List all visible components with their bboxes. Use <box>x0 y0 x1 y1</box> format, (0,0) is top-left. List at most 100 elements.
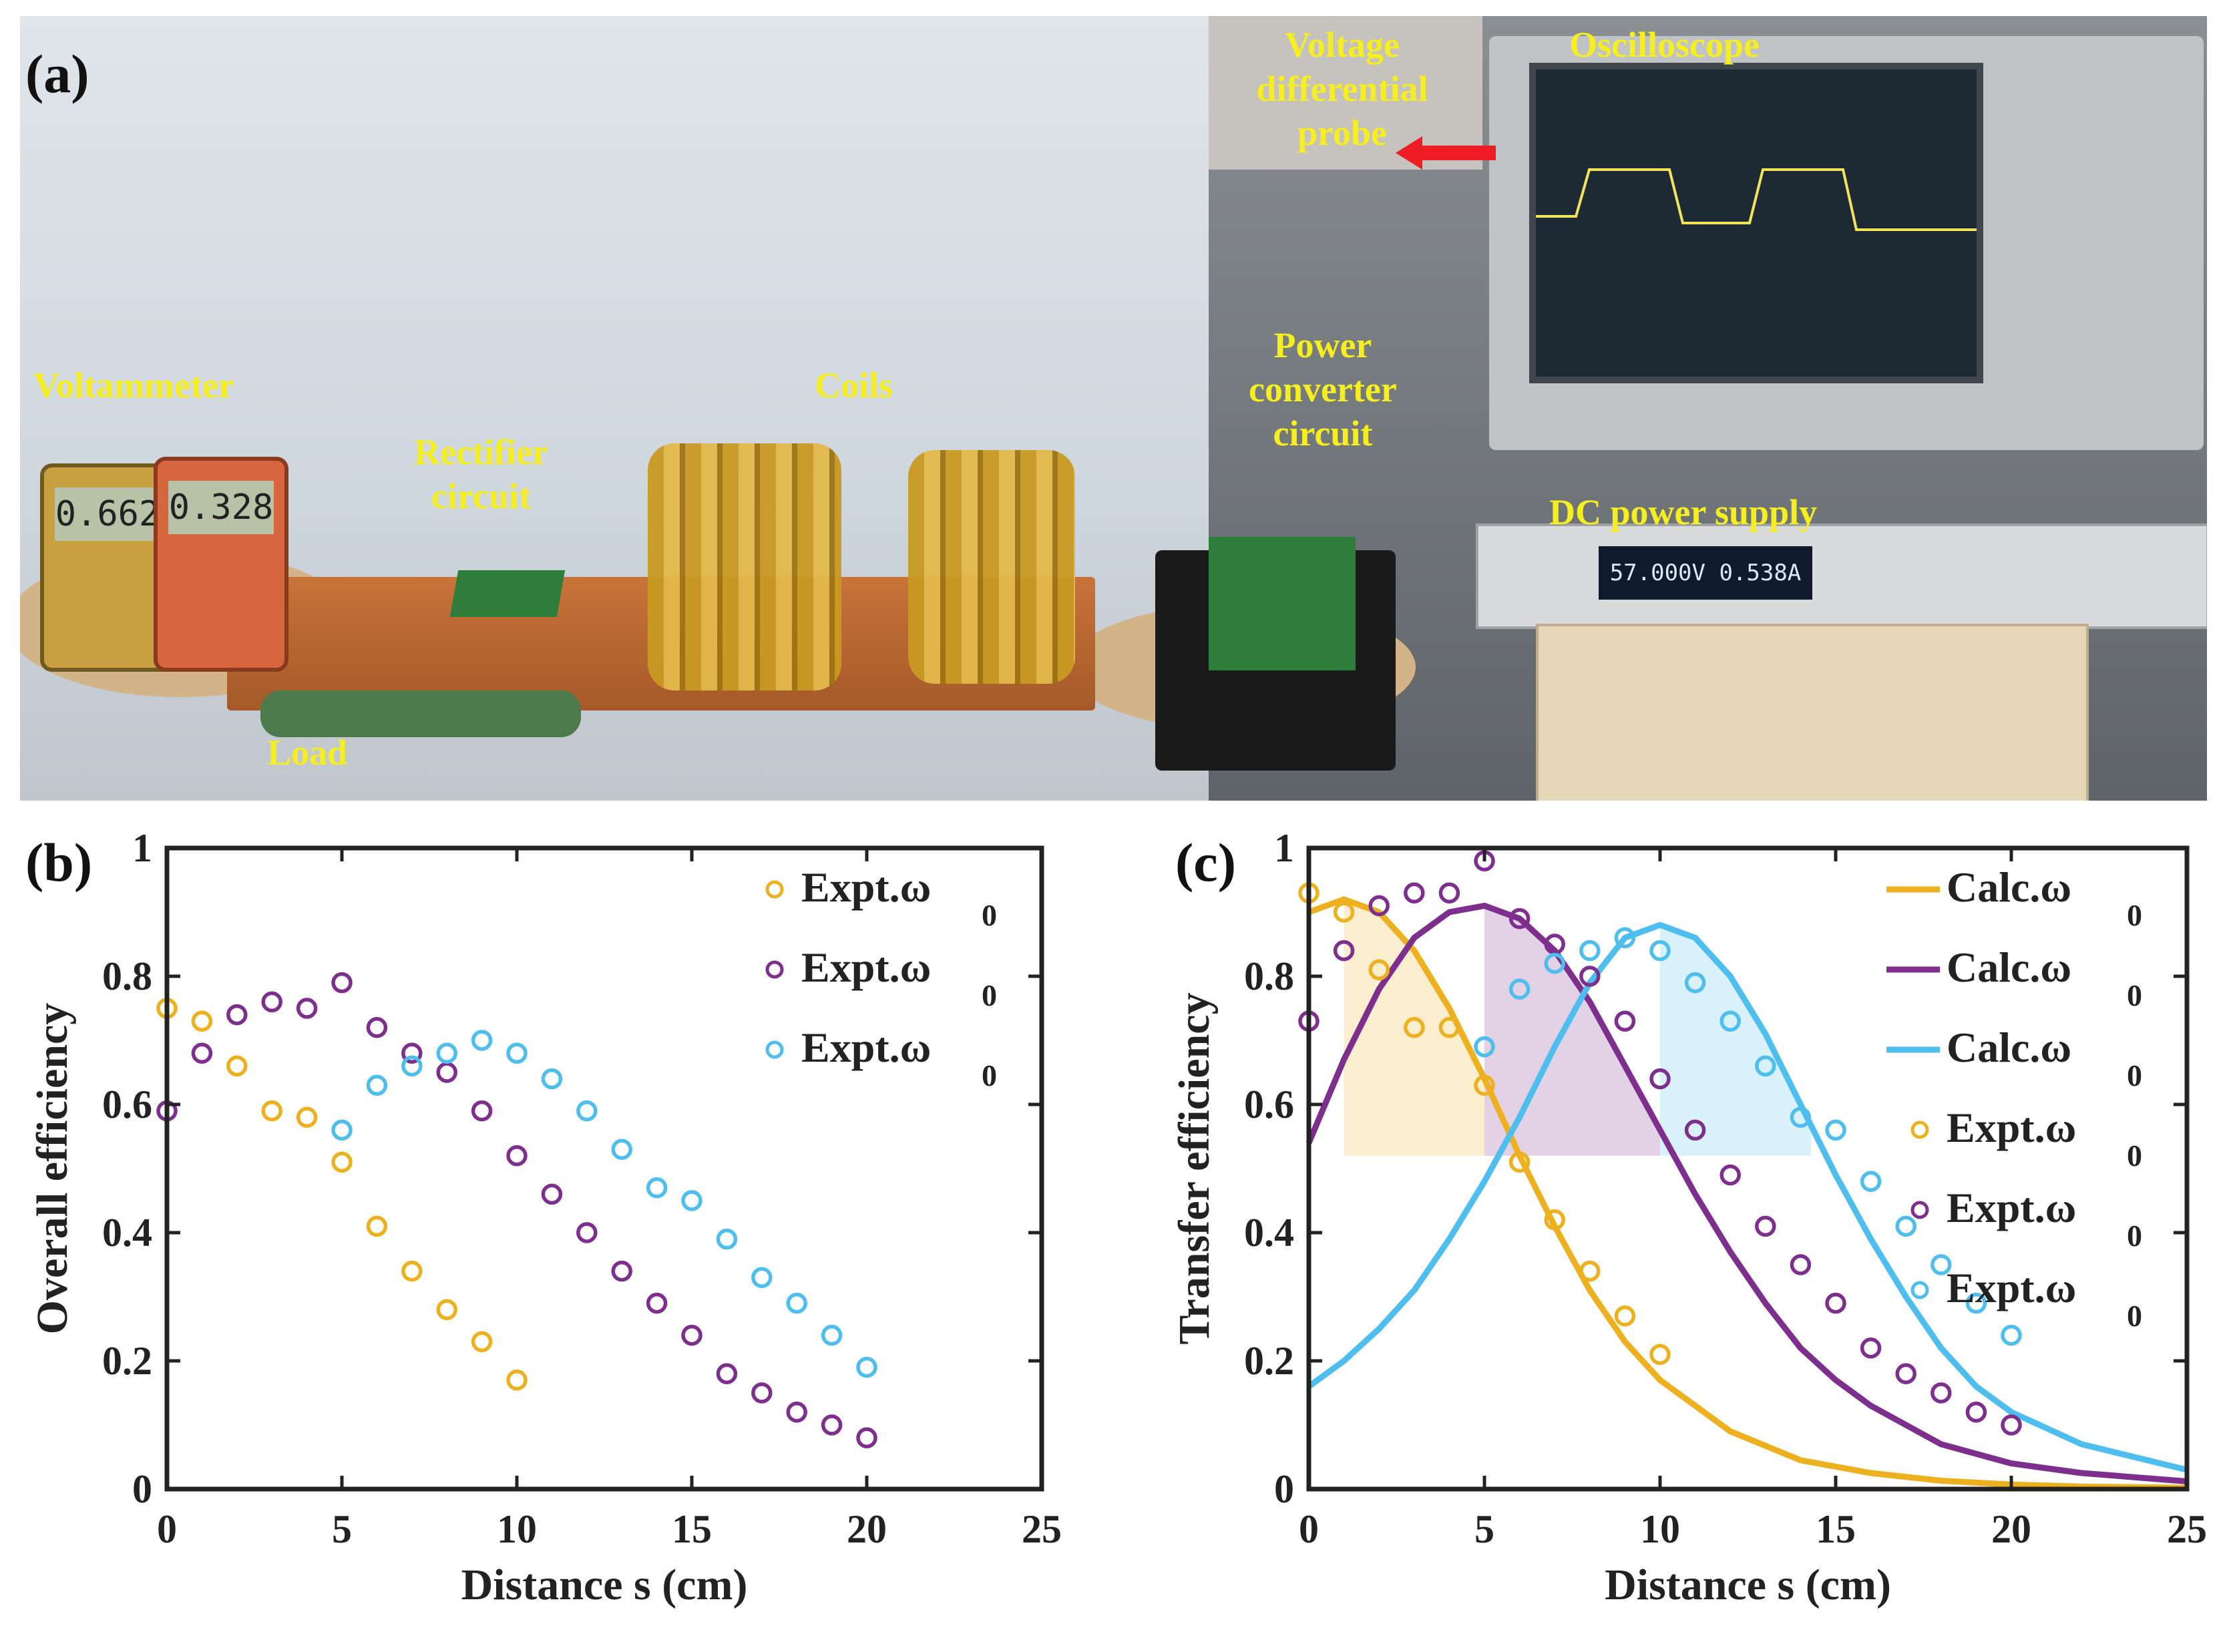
coil-receiver <box>908 450 1075 684</box>
chart1-series-1-point <box>1825 1292 1846 1314</box>
chart1-ytick-label: 0 <box>1274 1467 1294 1511</box>
load-resistor <box>260 690 581 737</box>
chart1-series-1-point <box>1931 1382 1952 1404</box>
chart1-legend-label: Expt.ω <box>1947 1264 2076 1311</box>
chart0-ytick-label: 0.2 <box>102 1339 152 1383</box>
chart1-series-2-point <box>1755 1055 1776 1077</box>
chart0-axes-box <box>164 845 1044 1492</box>
meter1-display: 0.662 <box>55 487 160 541</box>
chart1-series-2-point <box>1474 1036 1495 1058</box>
chart0-ytick-label: 1 <box>132 826 152 870</box>
chart0-series-2-point <box>541 1068 563 1090</box>
chart1-xtick-label: 25 <box>2167 1507 2207 1551</box>
chart0-series-2-point <box>786 1292 807 1314</box>
chart1-legend-subscript: 0 <box>2127 1139 2142 1173</box>
label-coils: Coils <box>815 365 893 405</box>
chart1-xtick-label: 15 <box>1816 1507 1856 1551</box>
chart0-ytick-label: 0.6 <box>102 1082 152 1126</box>
chart0-series-1-point <box>471 1100 493 1122</box>
chart0-series-0-point <box>191 1010 213 1032</box>
chart1-legend-label: Expt.ω <box>1947 1104 2076 1151</box>
chart0-series-0-point <box>401 1260 423 1282</box>
chart1-series-2-point <box>1544 953 1565 974</box>
chart1-ytick-label: 0.8 <box>1244 954 1294 998</box>
psu-display: 57.000V 0.538A <box>1599 546 1812 600</box>
chart0-series-2-point <box>331 1119 353 1141</box>
chart0-series-2-point <box>646 1177 668 1199</box>
chart0-series-2-point <box>751 1267 773 1288</box>
chart1-calc-line-2 <box>1307 921 2188 1473</box>
chart1-series-1-point <box>1404 882 1425 903</box>
chart0-series-1-point <box>506 1145 528 1167</box>
chart0-series-2-point <box>821 1324 843 1346</box>
chart1-series-2-point <box>1719 1010 1741 1032</box>
chart1-legend-marker-swatch <box>1910 1281 1929 1299</box>
chart0-series-0-point <box>506 1370 528 1391</box>
label-rectifier: Rectifier circuit <box>414 432 548 516</box>
chart1-series-1-point <box>1860 1337 1882 1359</box>
chart0-xlabel: Distance s (cm) <box>461 1561 748 1609</box>
chart0-ytick-label: 0 <box>132 1467 152 1511</box>
chart1-xtick-label: 5 <box>1474 1507 1494 1551</box>
chart0-series-0-point <box>226 1055 248 1077</box>
chart0-xtick-label: 10 <box>497 1507 537 1551</box>
chart1-ytick-label: 0.6 <box>1244 1082 1294 1126</box>
chart0-series-2-point <box>471 1030 493 1051</box>
probe-label-box <box>1209 16 1482 170</box>
chart0-xtick-label: 25 <box>1022 1507 1062 1551</box>
chart1-series-2-point <box>2001 1324 2022 1346</box>
chart1-legend-subscript: 0 <box>2127 1299 2142 1333</box>
chart1-series-1-point <box>1333 940 1355 962</box>
chart1-shaded-region-0 <box>1344 899 1484 1156</box>
chart1-series-2-point <box>1931 1254 1952 1275</box>
chart0-series-1-point <box>856 1427 877 1448</box>
chart1-series-2-point <box>1790 1106 1812 1128</box>
experiment-photo: 0.662 0.328 57.000V 0.538A Voltammeter R… <box>20 16 2207 801</box>
chart0-series-2-point <box>436 1042 457 1064</box>
chart1-series-2-point <box>1579 940 1601 962</box>
chart0-series-0-point <box>366 1215 388 1237</box>
chart1-series-0-point <box>1544 1209 1565 1231</box>
chart0-series-1-point <box>541 1183 563 1205</box>
oscilloscope-trace <box>1536 168 1977 231</box>
chart1-series-0-point <box>1579 1260 1601 1282</box>
chart1-series-0-point <box>1649 1344 1671 1366</box>
chart1-legend-subscript: 0 <box>2127 978 2142 1012</box>
chart1-ylabel: Transfer efficiency <box>1170 992 1219 1344</box>
chart0-legend-label: Expt.ω <box>801 863 931 911</box>
chart0-series-1-point <box>366 1017 388 1038</box>
chart0-ytick-label: 0.4 <box>102 1211 152 1255</box>
label-dc-supply: DC power supply <box>1549 492 1818 532</box>
chart0-series-2-point <box>611 1139 632 1160</box>
chart0-series-0-point <box>261 1100 282 1122</box>
chart0-legend-label: Expt.ω <box>801 944 931 991</box>
chart1-series-1-point <box>1438 882 1460 903</box>
panel-b-letter: (b) <box>25 832 93 893</box>
panel-a-letter: (a) <box>25 43 89 104</box>
chart1-series-0-point <box>1404 1017 1425 1038</box>
chart1-series-1-point <box>1614 1010 1636 1032</box>
chart0-xtick-label: 5 <box>332 1507 352 1551</box>
chart0-xtick-label: 20 <box>847 1507 887 1551</box>
chart1-xtick-label: 10 <box>1640 1507 1680 1551</box>
chart0-legend-subscript: 0 <box>982 978 997 1012</box>
chart0-legend-marker-swatch <box>765 880 784 899</box>
chart1-legend-marker-swatch <box>1910 1120 1929 1139</box>
chart0-series-1-point <box>786 1402 807 1423</box>
chart0-series-1-point <box>751 1382 773 1404</box>
chart0-series-0-point <box>331 1151 353 1173</box>
chart1-series-2-point <box>1965 1292 1987 1314</box>
chart1-shaded-region-2 <box>1660 925 1812 1156</box>
chart0-series-0-point <box>296 1106 318 1128</box>
chart1-series-0-point <box>1614 1305 1636 1327</box>
label-voltammeter: Voltammeter <box>33 365 234 405</box>
chart0-series-1-point <box>821 1414 843 1436</box>
chart1-series-1-point <box>1579 966 1601 987</box>
chart0-ylabel: Overall efficiency <box>28 1003 77 1335</box>
chart1-series-1-point <box>1649 1068 1671 1090</box>
chart0-legend-marker-swatch <box>765 1040 784 1059</box>
chart1-series-1-point <box>1755 1215 1776 1237</box>
chart1-series-0-point <box>1474 1074 1495 1096</box>
chart0-ytick-label: 0.8 <box>102 954 152 998</box>
chart1-legend-subscript: 0 <box>2127 1058 2142 1092</box>
